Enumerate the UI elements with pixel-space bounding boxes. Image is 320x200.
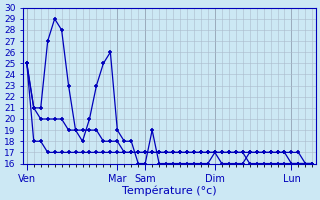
X-axis label: Température (°c): Température (°c)	[122, 185, 217, 196]
